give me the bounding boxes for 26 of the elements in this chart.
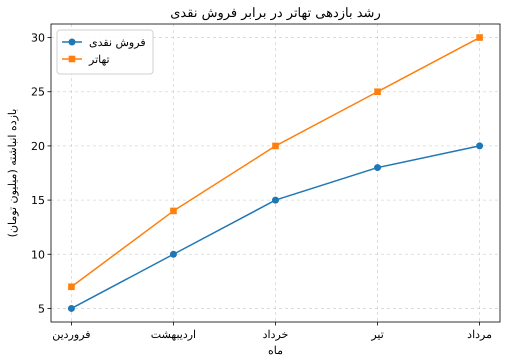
point [374,88,381,96]
x-tick-label: اردیبهشت [150,328,196,341]
y-tick-label: 30 [31,32,45,45]
point [476,34,483,41]
x-axis-title: ماه [268,344,284,357]
point [272,142,279,150]
legend-label: فروش نقدی [89,36,146,49]
x-tick-label: مرداد [467,328,492,341]
x-tick-label: تیر [370,328,384,341]
x-tick-label: فروردین [52,328,91,341]
point [272,196,279,204]
point [374,164,382,172]
point [476,142,484,150]
y-tick-label: 25 [31,86,45,99]
point [170,208,177,214]
y-axis-title: بازده انباشته (میلیون تومان) [6,108,19,238]
y-tick-label: 10 [31,248,45,262]
chart-title: رشد بازدهی تهاتر در برابر فروش نقدی [170,6,381,21]
y-tick-label: 5 [38,302,45,316]
legend-label: تهاتر [88,53,110,66]
point [68,304,75,312]
x-tick-label: خرداد [262,328,288,341]
y-tick-label: 20 [31,140,45,153]
y-tick-label: 15 [31,194,45,208]
point [170,250,177,258]
point [68,283,75,290]
